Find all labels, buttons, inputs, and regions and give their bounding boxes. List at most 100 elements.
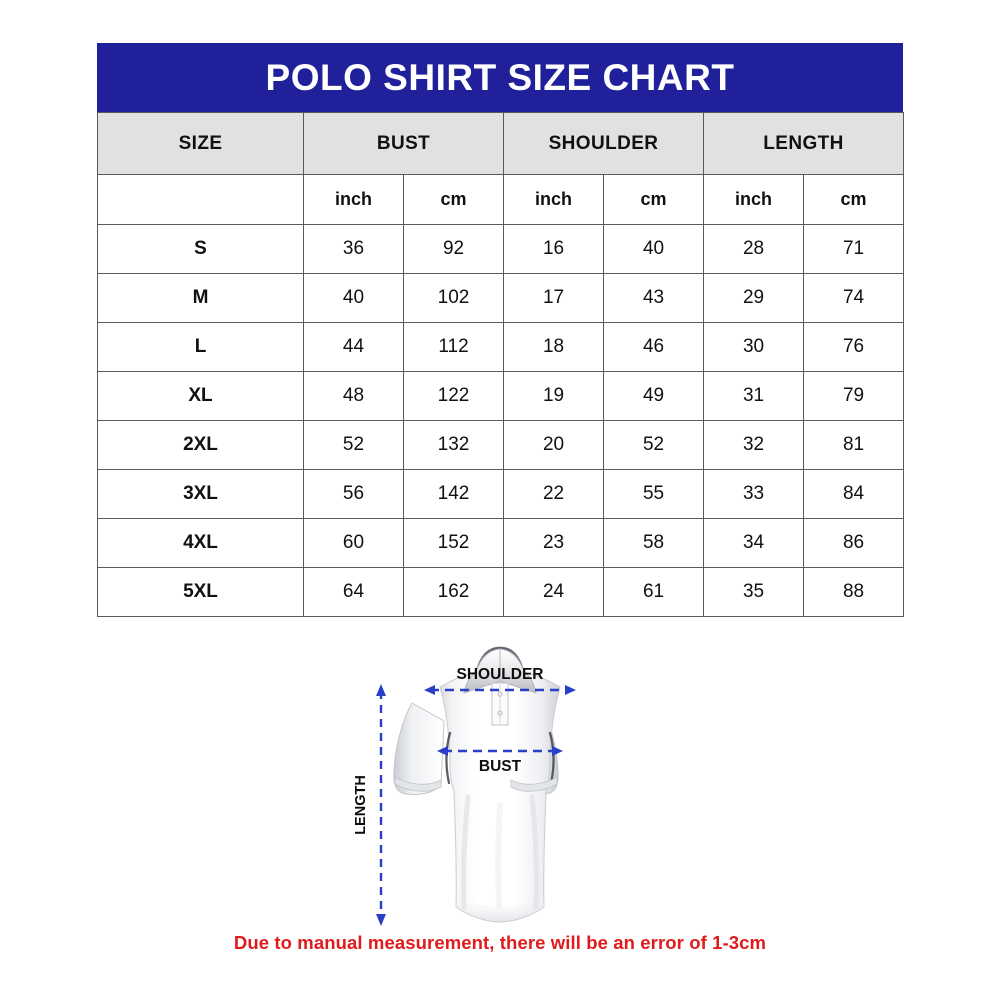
unit-header-shoulder-cm: cm [603,174,705,225]
cell-length-inch: 33 [703,469,805,519]
cell-bust-cm: 142 [402,469,505,519]
cell-shoulder-inch: 23 [503,518,605,568]
size-chart-table: SIZE BUST SHOULDER LENGTH inch cm inch c… [97,112,905,617]
cell-length-cm: 74 [803,273,905,323]
cell-shoulder-cm: 58 [603,518,705,568]
length-label: LENGTH [353,775,369,835]
cell-length-inch: 35 [703,567,805,617]
polo-shirt-diagram: SHOULDER BUST LENGTH [340,625,660,930]
cell-length-cm: 88 [803,567,905,617]
measurement-disclaimer: Due to manual measurement, there will be… [233,932,767,953]
cell-shoulder-inch: 20 [503,420,605,470]
table-body: S 36 92 16 40 28 71 M 40 102 17 43 29 74 L 44 112 18 46 30 7… [97,224,905,617]
shoulder-arrow-left [424,685,435,695]
cell-bust-cm: 132 [402,420,505,470]
cell-bust-inch: 48 [303,371,404,421]
cell-shoulder-inch: 19 [503,371,605,421]
shirt-button-bottom [497,710,503,716]
bust-label: BUST [479,758,522,775]
cell-bust-inch: 52 [303,420,404,470]
table-row: 4XL 60 152 23 58 34 86 [97,518,905,568]
cell-length-inch: 31 [703,371,805,421]
cell-shoulder-cm: 40 [603,224,705,274]
table-row: XL 48 122 19 49 31 79 [97,371,905,421]
column-header-shoulder: SHOULDER [503,112,705,175]
shirt-armhole-left-seam [445,731,452,785]
table-row: L 44 112 18 46 30 76 [97,322,905,372]
column-header-bust: BUST [302,112,505,175]
cell-length-cm: 84 [803,469,905,519]
cell-shoulder-inch: 24 [503,567,605,617]
shirt-left-cuff [394,776,442,792]
bust-arrow-right [552,746,563,756]
cell-length-inch: 29 [703,273,805,323]
cell-length-cm: 81 [803,420,905,470]
shirt-fold-center [495,802,503,908]
bust-arrow-left [437,746,448,756]
row-size-label: 4XL [97,518,304,568]
size-chart: POLO SHIRT SIZE CHART SIZE BUST SHOULDER… [97,43,905,617]
cell-bust-inch: 60 [303,518,404,568]
cell-length-cm: 86 [803,518,905,568]
cell-length-cm: 79 [803,371,905,421]
shirt-hem-shadow [456,893,544,922]
shoulder-label: SHOULDER [457,666,544,683]
cell-bust-inch: 56 [303,469,404,519]
cell-length-inch: 32 [703,420,805,470]
table-group-header-row: SIZE BUST SHOULDER LENGTH [97,112,905,175]
table-unit-header-row: inch cm inch cm inch cm [97,174,905,225]
table-row: 5XL 64 162 24 61 35 88 [97,567,905,617]
column-header-size: SIZE [97,112,304,175]
table-row: 2XL 52 132 20 52 32 81 [97,420,905,470]
shirt-left-sleeve [393,702,445,796]
cell-shoulder-cm: 55 [603,469,705,519]
shirt-collar-right [499,648,537,694]
cell-bust-cm: 152 [402,518,505,568]
table-row: M 40 102 17 43 29 74 [97,273,905,323]
cell-length-inch: 34 [703,518,805,568]
cell-bust-cm: 112 [402,322,505,372]
cell-length-cm: 76 [803,322,905,372]
cell-shoulder-inch: 18 [503,322,605,372]
table-row: 3XL 56 142 22 55 33 84 [97,469,905,519]
row-size-label: 3XL [97,469,304,519]
cell-shoulder-inch: 17 [503,273,605,323]
unit-header-length-inch: inch [703,174,805,225]
cell-length-cm: 71 [803,224,905,274]
chart-title-bar: POLO SHIRT SIZE CHART [97,43,903,112]
row-size-label: XL [97,371,304,421]
shirt-button-top [497,691,503,697]
row-size-label: 2XL [97,420,304,470]
unit-header-size-blank [97,174,304,225]
shirt-illustration [393,646,561,923]
length-arrow-top [376,684,386,696]
unit-header-bust-inch: inch [303,174,404,225]
table-head: SIZE BUST SHOULDER LENGTH inch cm inch c… [97,112,905,225]
cell-bust-cm: 122 [402,371,505,421]
row-size-label: M [97,273,304,323]
cell-shoulder-cm: 49 [603,371,705,421]
cell-bust-cm: 162 [402,567,505,617]
row-size-label: S [97,224,304,274]
cell-shoulder-inch: 16 [503,224,605,274]
unit-header-bust-cm: cm [402,174,505,225]
row-size-label: L [97,322,304,372]
cell-bust-cm: 102 [402,273,505,323]
unit-header-shoulder-inch: inch [503,174,605,225]
shoulder-arrow-right [565,685,576,695]
cell-shoulder-cm: 52 [603,420,705,470]
cell-shoulder-cm: 46 [603,322,705,372]
cell-bust-inch: 64 [303,567,404,617]
cell-bust-inch: 44 [303,322,404,372]
table-row: S 36 92 16 40 28 71 [97,224,905,274]
unit-header-length-cm: cm [803,174,905,225]
shirt-right-cuff [510,776,558,792]
measurement-annotations: SHOULDER BUST LENGTH [353,666,576,926]
cell-shoulder-cm: 61 [603,567,705,617]
page-title: POLO SHIRT SIZE CHART [265,57,735,98]
cell-bust-inch: 40 [303,273,404,323]
shirt-fold-right [529,794,539,910]
length-arrow-bottom [376,914,386,926]
cell-bust-inch: 36 [303,224,404,274]
cell-length-inch: 28 [703,224,805,274]
